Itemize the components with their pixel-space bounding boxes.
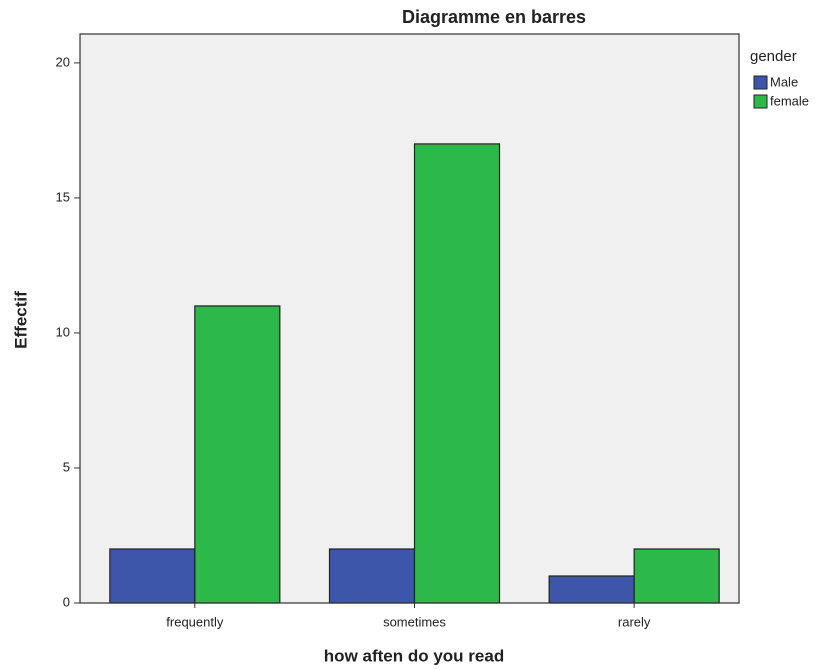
y-tick-label: 5 xyxy=(63,459,70,474)
bar xyxy=(413,143,501,604)
legend-label: Male xyxy=(770,74,798,89)
y-tick-label: 0 xyxy=(63,594,70,609)
y-axis-label: Effectif xyxy=(11,291,30,349)
legend-title: gender xyxy=(750,48,797,65)
x-axis-label: how aften do you read xyxy=(324,646,504,665)
plot-border xyxy=(79,33,740,604)
bar xyxy=(109,548,196,604)
x-tick-label: frequently xyxy=(166,614,224,629)
legend-label: female xyxy=(770,93,809,108)
bar xyxy=(328,548,416,604)
plot-area xyxy=(80,34,739,603)
bar xyxy=(194,305,281,604)
y-tick-label: 20 xyxy=(56,54,70,69)
legend-swatch xyxy=(753,75,768,90)
chart-title: Diagramme en barres xyxy=(402,7,586,27)
y-tick-label: 15 xyxy=(56,189,70,204)
bar xyxy=(633,548,720,604)
bar xyxy=(548,575,635,604)
x-tick-label: sometimes xyxy=(383,614,446,629)
x-tick-label: rarely xyxy=(618,614,651,629)
legend-swatch xyxy=(753,94,768,109)
y-tick-label: 10 xyxy=(56,324,70,339)
